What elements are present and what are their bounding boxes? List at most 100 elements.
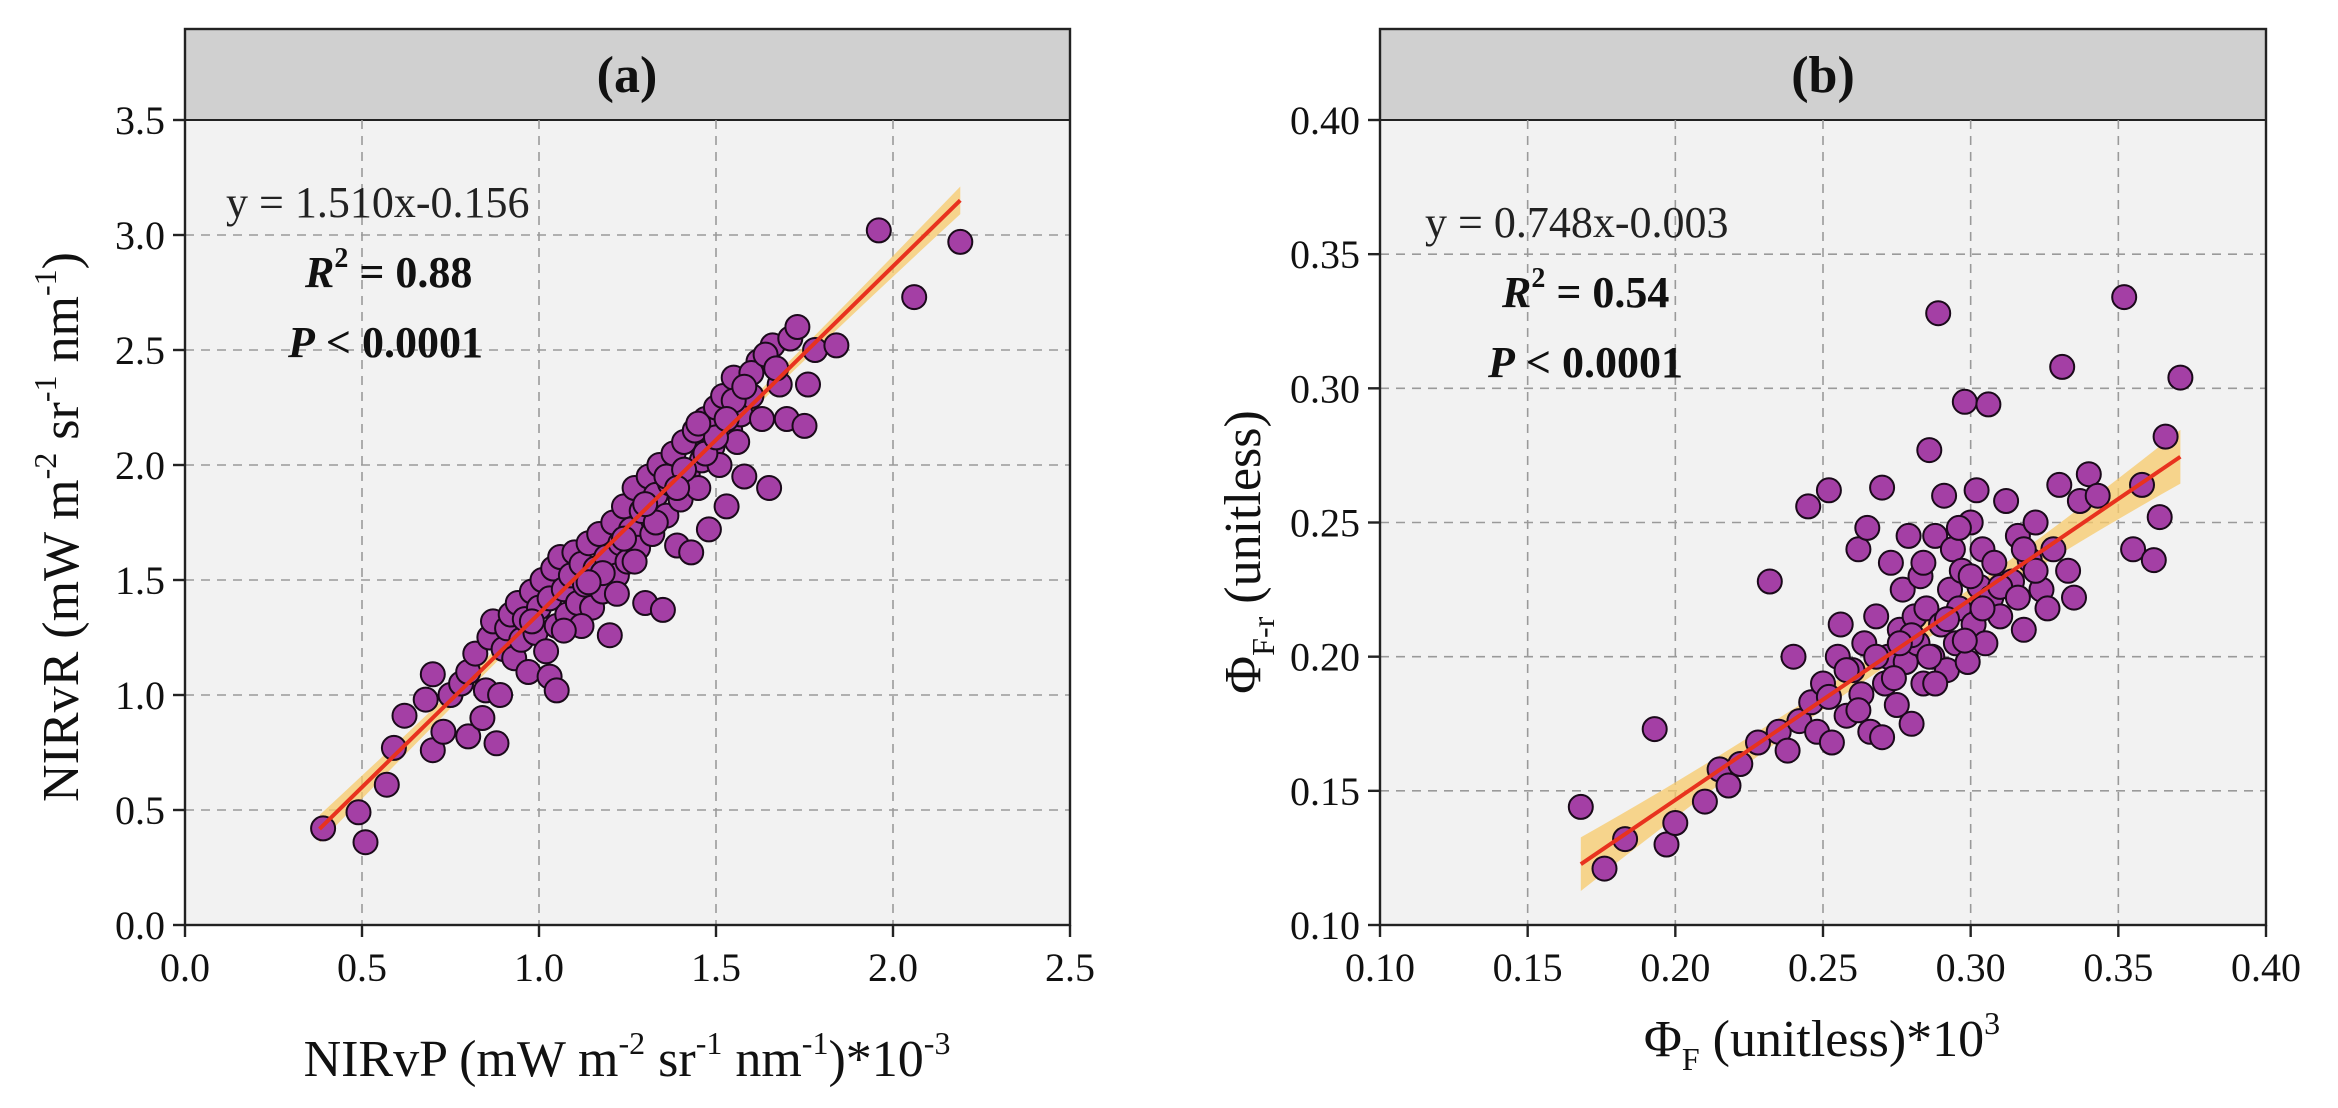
panel-a-point <box>784 314 811 340</box>
panel-b-point <box>2049 353 2076 380</box>
panel-a-r2: R2 = 0.88 <box>304 243 472 297</box>
panel-b-point <box>1845 697 1872 724</box>
panel-a-point <box>419 661 446 688</box>
panel-b-point <box>1863 603 1890 630</box>
panel-b-point <box>1981 549 2008 576</box>
panel-b-point <box>1939 536 1966 563</box>
panel-b-xtick-label: 0.10 <box>1345 945 1415 990</box>
panel-b-point <box>1993 488 2020 514</box>
panel-a-point <box>685 410 712 437</box>
panel-b-point <box>1922 522 1949 549</box>
panel-b-point <box>2120 536 2147 563</box>
panel-b-x-axis-label: ΦF (unitless)*103 <box>1644 1005 2000 1077</box>
panel-a-y-axis-label: NIRvR (mW m-2 sr-1 nm-1) <box>27 252 90 802</box>
panel-a-ytick-label: 0.5 <box>115 788 165 833</box>
panel-b-xtick-label: 0.40 <box>2231 945 2301 990</box>
panel-a-xtick-label: 1.5 <box>691 945 741 990</box>
panel-b-point <box>2111 284 2138 311</box>
panel-b-point <box>1854 514 1881 541</box>
panel-b-point <box>1975 391 2002 418</box>
panel-b-point <box>2022 557 2049 584</box>
panel-b-point <box>1916 437 1943 464</box>
panel-b-ytick-label: 0.40 <box>1290 98 1360 143</box>
panel-b-point <box>1612 826 1639 853</box>
panel-a-point <box>603 580 630 607</box>
panel-b-point <box>1780 643 1807 670</box>
panel-b-grid <box>1380 120 2266 925</box>
panel-b: (b) 0.10 0.15 0.20 0.25 0.30 0.35 0.40 0.10 0.15… <box>1215 27 2301 1077</box>
panel-b-point <box>1954 649 1981 675</box>
panel-a-point <box>345 799 372 826</box>
panel-a-point <box>749 406 775 432</box>
panel-a-ytick-label: 2.5 <box>115 328 165 373</box>
panel-a-xtick-label: 0.0 <box>160 945 210 990</box>
panel-a-point <box>947 228 974 255</box>
panel-b-point <box>1913 595 1940 622</box>
panel-b-strip-label: (b) <box>1791 47 1855 104</box>
panel-b-point <box>1898 710 1925 737</box>
panel-b-ytick-label: 0.25 <box>1290 501 1360 546</box>
panel-a-ytick-label: 0.0 <box>115 903 165 948</box>
panel-a-point <box>621 548 648 575</box>
panel-a-point <box>430 718 457 745</box>
panel-b-r2: R2 = 0.54 <box>1501 263 1669 317</box>
panel-a-point <box>756 475 783 501</box>
panel-a-point <box>713 493 740 520</box>
panel-b-xtick-label: 0.20 <box>1640 945 1710 990</box>
panel-a-point <box>550 617 577 644</box>
panel-b-point <box>1653 831 1680 858</box>
panel-b-point <box>1951 388 1978 415</box>
panel-a-point <box>901 284 928 311</box>
panel-b-ytick-label: 0.15 <box>1290 769 1360 814</box>
panel-b-points <box>1567 284 2194 882</box>
panel-a-point <box>310 815 337 842</box>
panel-a-point <box>380 734 407 761</box>
panel-a-point <box>575 569 602 596</box>
panel-a-point <box>543 677 570 704</box>
panel-b-point <box>1691 788 1718 815</box>
panel-a-point <box>731 373 758 400</box>
panel-a-ytick-label: 3.5 <box>115 98 165 143</box>
panel-b-point <box>1818 729 1845 756</box>
panel-a-point <box>649 596 676 623</box>
panel-b-fit <box>1579 455 2182 866</box>
panel-b-point <box>1567 793 1594 820</box>
panel-a-point <box>724 429 751 455</box>
panel-a-frame <box>183 27 1072 927</box>
panel-b-point <box>1925 300 1952 327</box>
panel-a-point <box>373 771 400 798</box>
panel-b-point <box>2140 547 2167 574</box>
panel-b-point <box>1845 536 1872 563</box>
panel-b-ytick-label: 0.10 <box>1290 903 1360 948</box>
panel-b-point <box>1951 627 1978 654</box>
panel-b-point <box>1641 716 1668 743</box>
panel-a-xtick-label: 2.0 <box>868 945 918 990</box>
panel-a-ytick-label: 1.5 <box>115 558 165 603</box>
panel-a-point <box>823 332 850 359</box>
panel-a-p: P < 0.0001 <box>287 318 483 367</box>
panel-b-point <box>1957 563 1984 590</box>
panel-a-point <box>483 730 510 757</box>
panel-a-points <box>310 217 974 856</box>
panel-a-point <box>391 702 418 729</box>
panel-a-point <box>731 463 758 490</box>
panel-b-ytick-label: 0.20 <box>1290 635 1360 680</box>
panel-b-point <box>2152 423 2179 450</box>
panel-b-point <box>1880 665 1907 692</box>
panel-a-point <box>678 539 705 566</box>
panel-b-xtick-label: 0.30 <box>1936 945 2006 990</box>
panel-b-point <box>2061 584 2087 611</box>
panel-b-point <box>2075 461 2102 488</box>
panel-b-fit-line <box>1579 455 2182 866</box>
panel-b-point <box>2084 482 2111 509</box>
panel-b-point <box>2004 584 2031 611</box>
panel-b-point <box>1916 643 1943 670</box>
panel-a-x-axis-label: NIRvP (mW m-2 sr-1 nm-1)*10-3 <box>304 1025 951 1088</box>
panel-a: (a) 0.0 0.5 1.0 1.5 2.0 2.5 0.0 0.5 1.0 1.5 2.0 2.5… <box>27 27 1095 1088</box>
panel-b-point <box>1869 474 1896 501</box>
panel-a-xtick-label: 0.5 <box>337 945 387 990</box>
panel-b-point <box>1931 482 1958 509</box>
panel-a-ytick-label: 1.0 <box>115 673 165 718</box>
panel-b-xtick-label: 0.15 <box>1493 945 1563 990</box>
